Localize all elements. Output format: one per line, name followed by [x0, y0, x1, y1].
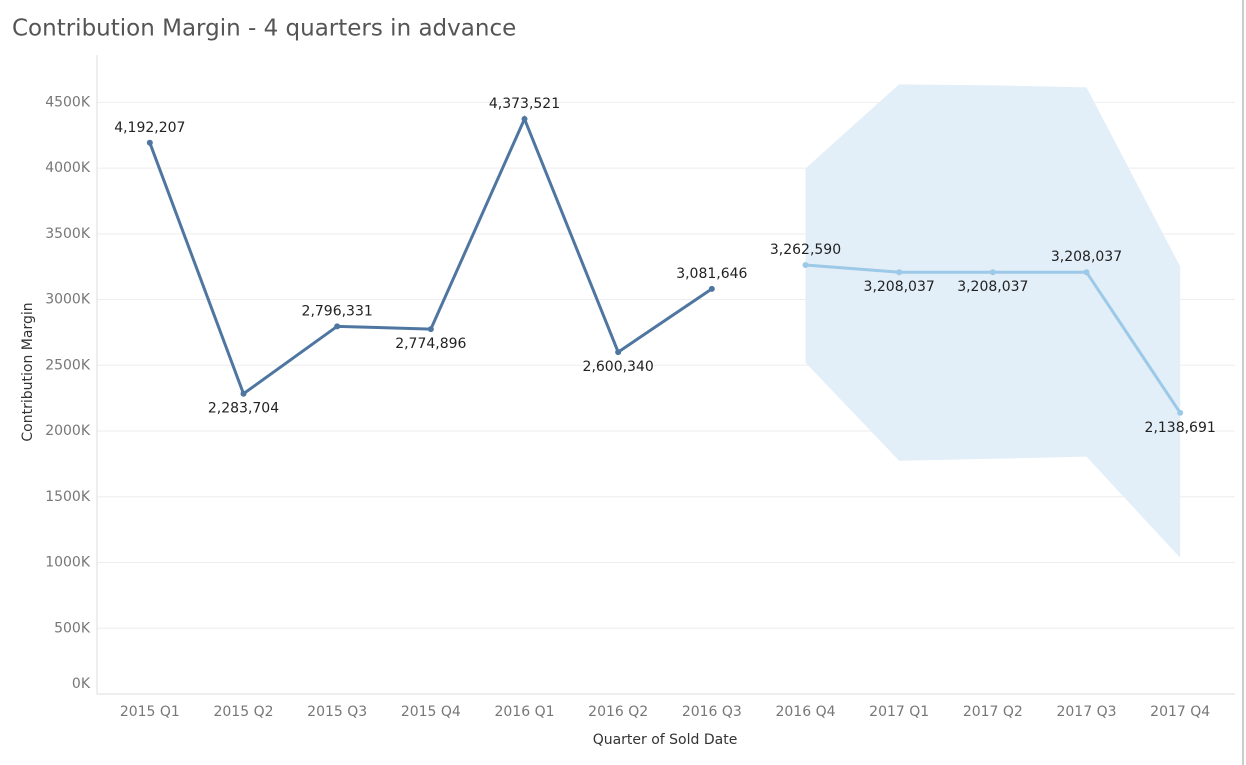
point	[427, 326, 434, 333]
y-tick-label: 2000K	[45, 423, 91, 439]
x-tick-label: 2017 Q4	[1150, 704, 1210, 720]
point	[708, 285, 715, 292]
data-label: 2,796,331	[302, 303, 373, 319]
data-label: 4,373,521	[489, 96, 560, 112]
y-tick-label: 2500K	[45, 357, 91, 373]
y-tick-label: 3000K	[45, 292, 91, 308]
point	[802, 262, 809, 269]
data-label: 3,208,037	[864, 279, 935, 295]
y-tick-label: 1500K	[45, 489, 91, 505]
point	[146, 139, 153, 146]
y-tick-label: 0K	[72, 676, 91, 692]
point	[240, 390, 247, 397]
y-tick-label: 500K	[54, 620, 91, 636]
x-tick-label: 2016 Q2	[588, 704, 648, 720]
data-label: 2,138,691	[1145, 420, 1216, 436]
line	[148, 115, 713, 397]
x-tick-label: 2017 Q2	[963, 704, 1023, 720]
x-tick-label: 2015 Q3	[307, 704, 367, 720]
data-label: 3,208,037	[957, 279, 1028, 295]
y-tick-label: 3500K	[45, 226, 91, 242]
point	[615, 349, 622, 356]
y-tick-label: 4000K	[45, 160, 91, 176]
x-tick-label: 2015 Q2	[213, 704, 273, 720]
data-label: 4,192,207	[114, 120, 185, 136]
forecast-band	[805, 84, 1181, 558]
x-axis-title: Quarter of Sold Date	[593, 732, 738, 748]
point	[334, 323, 341, 330]
point	[521, 115, 528, 122]
data-label: 3,081,646	[676, 266, 747, 282]
point	[1083, 269, 1090, 276]
x-tick-label: 2016 Q4	[775, 704, 835, 720]
y-tick-label: 4500K	[45, 94, 91, 110]
data-label: 3,208,037	[1051, 249, 1122, 265]
data-label: 2,774,896	[395, 336, 466, 352]
x-tick-label: 2017 Q1	[869, 704, 929, 720]
y-axis-title: Contribution Margin	[20, 302, 36, 441]
x-tick-label: 2016 Q1	[494, 704, 554, 720]
point	[1177, 409, 1184, 416]
data-label: 2,283,704	[208, 401, 279, 417]
y-tick-label: 1000K	[45, 555, 91, 571]
data-label: 2,600,340	[583, 359, 654, 375]
x-tick-label: 2015 Q4	[401, 704, 461, 720]
chart-title: Contribution Margin - 4 quarters in adva…	[12, 16, 516, 42]
data-label: 3,262,590	[770, 242, 841, 258]
point	[989, 269, 996, 276]
x-tick-label: 2016 Q3	[682, 704, 742, 720]
x-tick-label: 2015 Q1	[120, 704, 180, 720]
point	[896, 269, 903, 276]
x-tick-label: 2017 Q3	[1056, 704, 1116, 720]
